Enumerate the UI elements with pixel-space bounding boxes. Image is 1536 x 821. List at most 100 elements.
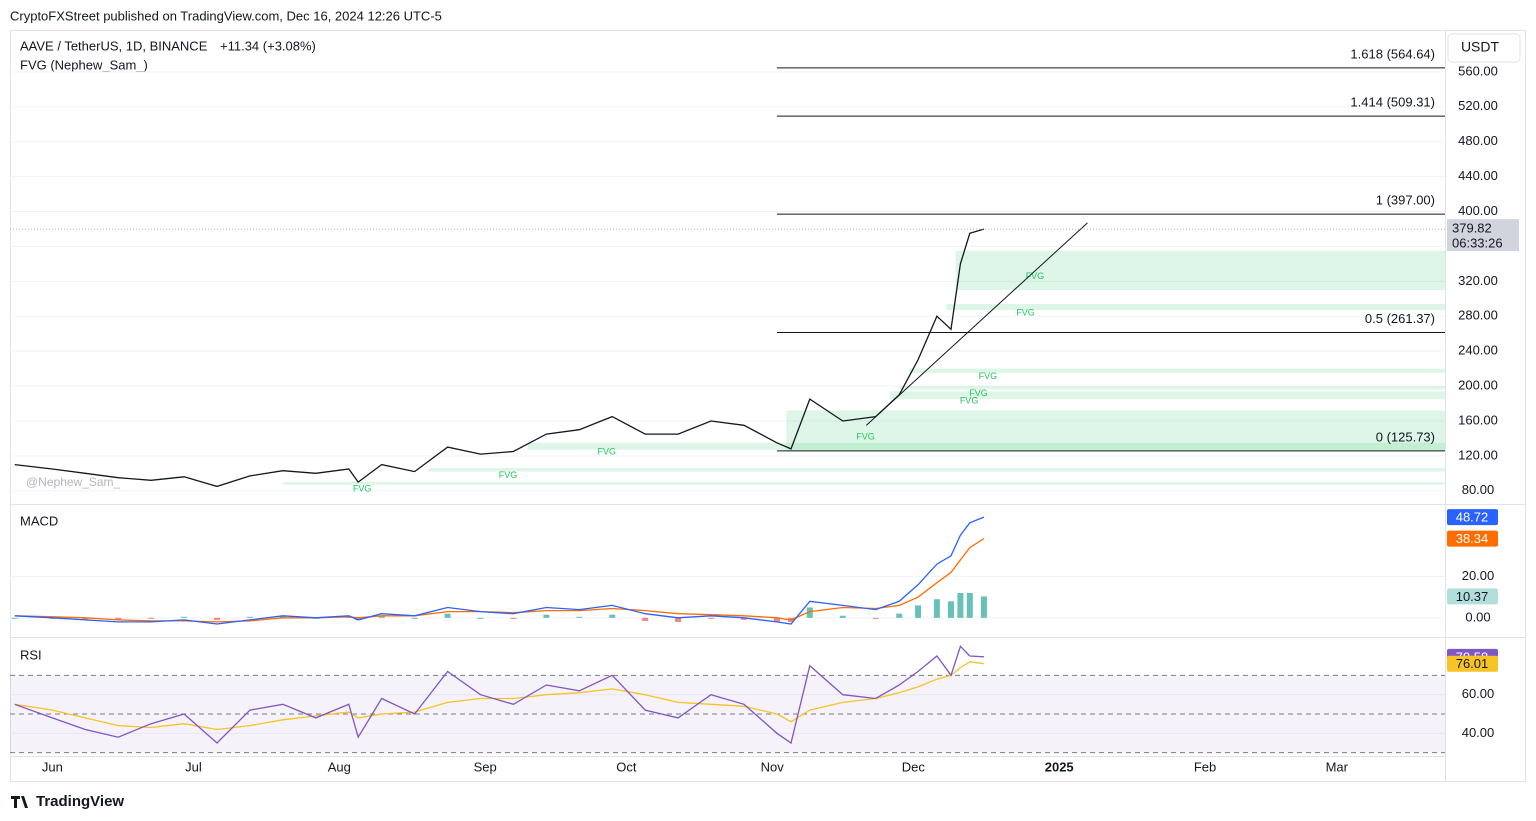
- rsi-title: RSI: [20, 647, 42, 662]
- y-tick-label: 160.00: [1458, 412, 1498, 427]
- x-tick-label: Aug: [328, 759, 351, 774]
- y-tick-label: 20.00: [1462, 568, 1495, 583]
- histogram-bar: [896, 613, 903, 618]
- x-tick-label: 2025: [1045, 759, 1074, 774]
- fvg-zone: [527, 442, 1445, 450]
- histogram-bar: [915, 605, 922, 618]
- histogram-bar: [609, 614, 616, 618]
- fvg-zone: [889, 391, 1445, 400]
- histogram-bar: [181, 616, 188, 618]
- histogram-bar: [872, 617, 879, 619]
- x-tick-label: Oct: [616, 759, 637, 774]
- y-tick-label: 440.00: [1458, 168, 1498, 183]
- histogram-bar: [11, 617, 18, 619]
- y-tick-label: 560.00: [1458, 63, 1498, 78]
- histogram-bar: [773, 617, 780, 622]
- fvg-zone: [282, 482, 1445, 485]
- histogram-bar: [246, 616, 253, 618]
- chart-frame: [10, 30, 1526, 782]
- histogram-bar: [148, 617, 155, 619]
- symbol-title: AAVE / TetherUS, 1D, BINANCE: [20, 38, 208, 53]
- fvg-zone: [786, 410, 1445, 452]
- fvg-zone: [946, 304, 1445, 311]
- x-tick-label: Sep: [474, 759, 497, 774]
- trendline: [865, 222, 1088, 426]
- x-tick-label: Feb: [1194, 759, 1216, 774]
- brand: TradingView: [36, 793, 124, 810]
- price-change: +11.34 (+3.08%): [220, 38, 316, 53]
- histogram-bar: [980, 596, 987, 618]
- y-tick-label: 40.00: [1462, 725, 1495, 740]
- published-note: CryptoFXStreet published on TradingView.…: [10, 8, 442, 23]
- histogram-bar: [115, 617, 122, 620]
- value-tag: [1447, 655, 1498, 672]
- histogram-bar: [708, 617, 715, 619]
- fvg-zone: [955, 250, 1445, 291]
- y-tick-label: 60.00: [1462, 686, 1495, 701]
- y-tick-label: 280.00: [1458, 308, 1498, 323]
- histogram-bar: [839, 615, 846, 618]
- fvg-label: FVG: [1016, 307, 1035, 317]
- histogram-bar: [675, 617, 682, 622]
- macd-line: [14, 516, 985, 625]
- fvg-zone: [428, 468, 1446, 472]
- y-tick-label: 240.00: [1458, 343, 1498, 358]
- signal-line: [14, 538, 985, 623]
- histogram-bar: [740, 617, 747, 620]
- fvg-label: FVG: [960, 396, 979, 406]
- histogram-bar: [444, 613, 451, 618]
- fvg-label: FVG: [856, 431, 875, 441]
- y-tick-label: 0.00: [1465, 609, 1490, 624]
- histogram-bar: [642, 617, 649, 621]
- histogram-bar: [806, 607, 813, 618]
- value-tag-label: 38.34: [1456, 531, 1489, 546]
- value-tag: [1447, 509, 1498, 526]
- currency-button[interactable]: [1447, 33, 1521, 63]
- fvg-label: FVG: [598, 447, 617, 457]
- histogram-bar: [82, 617, 89, 620]
- histogram-bar: [576, 616, 583, 618]
- last-price: 379.82: [1452, 221, 1492, 236]
- histogram-bar: [947, 601, 954, 618]
- fvg-label: FVG: [979, 371, 998, 381]
- fvg-label: FVG: [969, 388, 988, 398]
- y-tick-label: 400.00: [1458, 203, 1498, 218]
- fib-label: 0.5 (261.37): [1365, 311, 1435, 326]
- histogram-bar: [957, 593, 964, 618]
- histogram-bar: [279, 615, 286, 618]
- fvg-label: FVG: [1026, 271, 1045, 281]
- brand-logo: [11, 796, 28, 808]
- histogram-bar: [411, 617, 418, 619]
- x-tick-label: Jun: [42, 759, 63, 774]
- histogram-bar: [510, 617, 517, 619]
- fvg-zone: [908, 368, 1445, 373]
- fib-label: 1.618 (564.64): [1350, 46, 1435, 61]
- currency[interactable]: USDT: [1461, 39, 1500, 55]
- fib-label: 1 (397.00): [1376, 193, 1435, 208]
- x-tick-label: Dec: [902, 759, 926, 774]
- last-price-tag: [1447, 219, 1519, 252]
- histogram-bar: [966, 593, 973, 618]
- rsi-line: [14, 645, 984, 745]
- histogram-bar: [477, 617, 484, 619]
- y-tick-label: 520.00: [1458, 98, 1498, 113]
- fvg-zone: [899, 386, 1445, 390]
- macd-title: MACD: [20, 513, 58, 528]
- fvg-label: FVG: [499, 470, 518, 480]
- rsi-ma-line: [14, 661, 984, 731]
- value-tag-label: 48.72: [1456, 510, 1489, 525]
- y-tick-label: 320.00: [1458, 273, 1498, 288]
- fvg-label: FVG: [353, 484, 372, 494]
- y-tick-label: 120.00: [1458, 447, 1498, 462]
- watermark: @Nephew_Sam_: [26, 475, 121, 489]
- y-tick-label: 200.00: [1458, 377, 1498, 392]
- histogram-bar: [378, 615, 385, 618]
- value-tag: [1447, 530, 1498, 547]
- x-tick-label: Nov: [761, 759, 785, 774]
- histogram-bar: [543, 614, 550, 618]
- y-tick-label: 80.00: [1462, 482, 1495, 497]
- value-tag-label: 76.01: [1456, 656, 1489, 671]
- value-tag-label: 10.37: [1456, 589, 1489, 604]
- y-tick-label: 480.00: [1458, 133, 1498, 148]
